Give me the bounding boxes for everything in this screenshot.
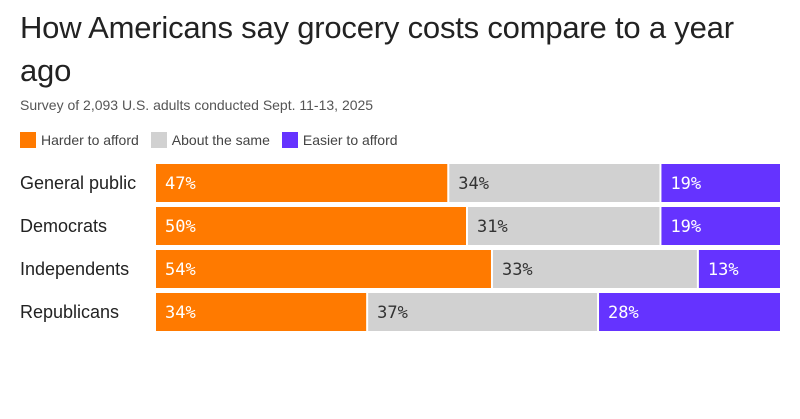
data-label-republicans-same: 37% xyxy=(377,303,408,323)
data-label-independents-harder: 54% xyxy=(165,260,196,280)
bar-row-independents: Independents 54% 33% 13% xyxy=(20,250,780,288)
legend-item-same: About the same xyxy=(150,132,270,148)
bar-general-public-harder xyxy=(156,164,448,202)
category-label-general-public: General public xyxy=(20,173,136,193)
bar-democrats-harder xyxy=(156,207,466,245)
bar-row-general-public: General public 47% 34% 19% xyxy=(20,164,780,202)
bar-democrats-easier xyxy=(661,207,780,245)
bar-democrats-same xyxy=(468,207,660,245)
data-label-democrats-harder: 50% xyxy=(165,217,196,237)
bar-general-public-same xyxy=(449,164,660,202)
chart-subtitle: Survey of 2,093 U.S. adults conducted Se… xyxy=(20,97,374,113)
bar-republicans-easier xyxy=(599,293,780,331)
bar-independents-same xyxy=(492,250,697,288)
data-label-general-public-easier: 19% xyxy=(670,174,701,194)
legend-label-easier: Easier to afford xyxy=(302,132,398,148)
legend-item-easier: Easier to afford xyxy=(281,132,398,148)
bar-republicans-harder xyxy=(156,293,367,331)
category-label-independents: Independents xyxy=(20,259,129,279)
bar-independents-easier xyxy=(698,250,780,288)
data-label-democrats-easier: 19% xyxy=(670,217,701,237)
legend-label-same: About the same xyxy=(171,132,270,148)
data-label-republicans-easier: 28% xyxy=(608,303,639,323)
legend: Harder to afford About the same Easier t… xyxy=(20,131,410,149)
legend-swatch-harder xyxy=(20,132,36,148)
bar-row-republicans: Republicans 34% 37% 28% xyxy=(20,293,780,331)
legend-label-harder: Harder to afford xyxy=(41,132,139,148)
data-label-general-public-same: 34% xyxy=(458,174,489,194)
chart-title: How Americans say grocery costs compare … xyxy=(20,10,734,88)
bar-general-public-easier xyxy=(661,164,780,202)
legend-item-harder: Harder to afford xyxy=(20,132,139,148)
bar-row-democrats: Democrats 50% 31% 19% xyxy=(20,207,780,245)
data-label-independents-same: 33% xyxy=(502,260,533,280)
bar-republicans-same xyxy=(368,293,598,331)
data-label-democrats-same: 31% xyxy=(477,217,508,237)
data-label-independents-easier: 13% xyxy=(708,260,739,280)
data-label-general-public-harder: 47% xyxy=(165,174,196,194)
category-label-democrats: Democrats xyxy=(20,216,107,236)
category-label-republicans: Republicans xyxy=(20,302,119,322)
bar-independents-harder xyxy=(156,250,491,288)
data-label-republicans-harder: 34% xyxy=(165,303,196,323)
legend-swatch-same xyxy=(150,132,167,148)
legend-swatch-easier xyxy=(281,132,298,148)
